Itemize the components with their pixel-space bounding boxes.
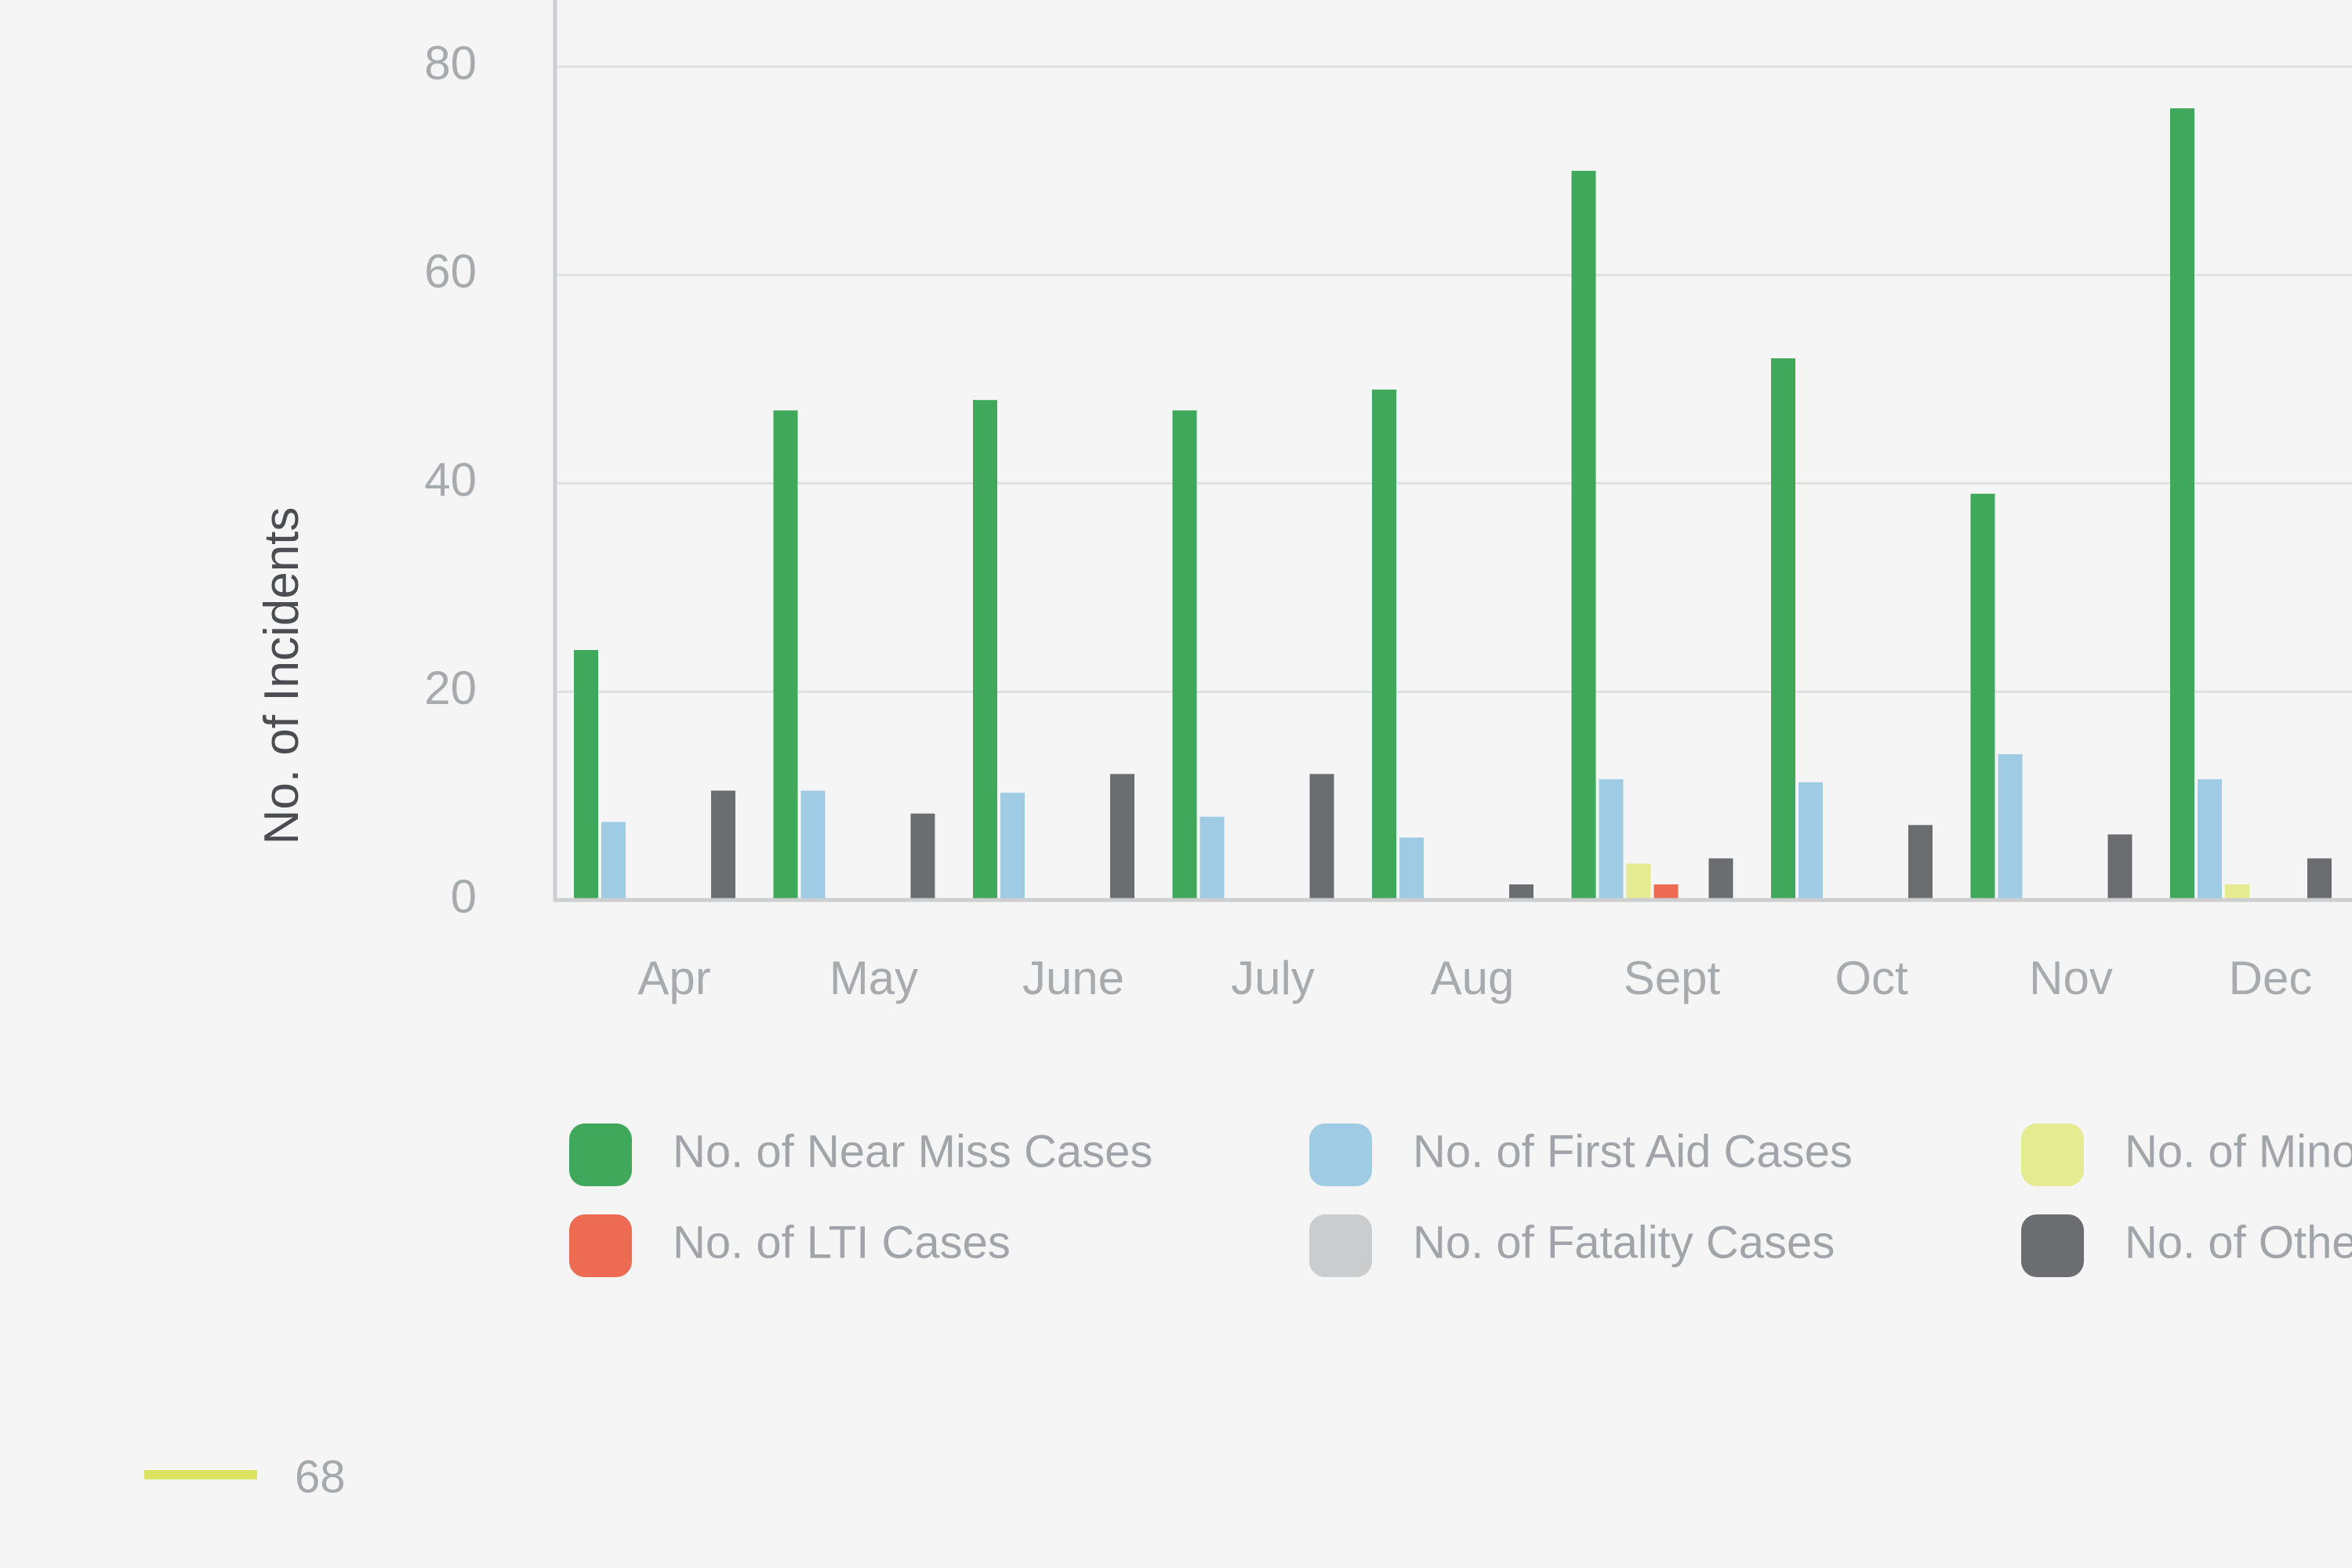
- bar-nov-no-of-other-cases: [2107, 834, 2132, 900]
- bar-aug-no-of-near-miss-cases: [1372, 389, 1396, 901]
- bar-nov-no-of-first-aid-cases: [1998, 753, 2023, 900]
- bar-june-no-of-near-miss-cases: [973, 400, 997, 900]
- legend-item-no-of-first-aid-cases: No. of First Aid Cases: [1309, 1123, 1853, 1186]
- x-tick-label-june: June: [1022, 952, 1124, 1004]
- x-tick-label-nov: Nov: [2029, 952, 2113, 1004]
- legend-swatch-no-of-other-cases: [2021, 1214, 2084, 1277]
- bar-dec-no-of-near-miss-cases: [2170, 108, 2194, 900]
- bar-sept-no-of-near-miss-cases: [1571, 170, 1596, 900]
- bar-july-no-of-first-aid-cases: [1200, 816, 1225, 900]
- bar-may-no-of-other-cases: [910, 813, 935, 900]
- legend-swatch-no-of-fatality-cases: [1309, 1214, 1372, 1277]
- bar-apr-no-of-other-cases: [711, 790, 735, 900]
- legend-item-no-of-fatality-cases: No. of Fatality Cases: [1309, 1214, 1835, 1277]
- x-tick-label-july: July: [1231, 952, 1315, 1004]
- bar-sept-no-of-lti-cases: [1653, 884, 1679, 900]
- legend-label-no-of-fatality-cases: No. of Fatality Cases: [1413, 1217, 1835, 1268]
- legend-label-no-of-lti-cases: No. of LTI Cases: [673, 1217, 1011, 1268]
- legend-item-no-of-near-miss-cases: No. of Near Miss Cases: [569, 1123, 1152, 1186]
- x-tick-label-may: May: [829, 952, 918, 1004]
- y-tick-label-80: 80: [424, 37, 477, 89]
- legend-swatch-no-of-near-miss-cases: [569, 1123, 632, 1186]
- x-tick-label-apr: Apr: [637, 952, 710, 1004]
- legend-swatch-no-of-first-aid-cases: [1309, 1123, 1372, 1186]
- bar-oct-no-of-first-aid-cases: [1798, 782, 1823, 900]
- legend-label-no-of-other-cases: No. of Othe: [2125, 1217, 2352, 1268]
- bar-sept-no-of-minor-injury-cases: [1626, 863, 1651, 900]
- legend-item-no-of-other-cases: No. of Othe: [2021, 1214, 2352, 1277]
- bar-oct-no-of-near-miss-cases: [1771, 358, 1795, 900]
- bar-nov-no-of-near-miss-cases: [1970, 493, 1995, 900]
- bar-apr-no-of-first-aid-cases: [601, 822, 626, 900]
- bar-oct-no-of-other-cases: [1908, 825, 1933, 900]
- bar-may-no-of-first-aid-cases: [800, 790, 826, 900]
- bar-aug-no-of-other-cases: [1509, 884, 1534, 900]
- y-tick-label-0: 0: [451, 870, 477, 923]
- bar-may-no-of-near-miss-cases: [773, 410, 798, 900]
- bar-june-no-of-other-cases: [1110, 774, 1134, 900]
- legend-label-no-of-first-aid-cases: No. of First Aid Cases: [1413, 1126, 1853, 1177]
- y-tick-label-60: 60: [424, 245, 477, 298]
- legend-label-no-of-minor-injury-cases: No. of Mino: [2125, 1126, 2352, 1177]
- page-indicator: 68: [144, 1451, 346, 1502]
- axes: [553, 0, 2352, 902]
- bar-july-no-of-other-cases: [1309, 774, 1334, 900]
- y-tick-label-40: 40: [424, 453, 477, 506]
- legend-item-no-of-lti-cases: No. of LTI Cases: [569, 1214, 1011, 1277]
- x-tick-label-sept: Sept: [1624, 952, 1721, 1004]
- y-tick-label-20: 20: [424, 662, 477, 714]
- bar-sept-no-of-first-aid-cases: [1599, 779, 1624, 900]
- bar-aug-no-of-first-aid-cases: [1399, 837, 1424, 900]
- bars: [574, 108, 2332, 901]
- legend-swatch-no-of-minor-injury-cases: [2021, 1123, 2084, 1186]
- x-tick-label-dec: Dec: [2229, 952, 2313, 1004]
- grid-lines: [555, 65, 2352, 693]
- y-axis-title: No. of Incidents: [255, 507, 309, 845]
- legend-label-no-of-near-miss-cases: No. of Near Miss Cases: [673, 1126, 1152, 1177]
- bar-july-no-of-near-miss-cases: [1172, 410, 1197, 900]
- legend-item-no-of-minor-injury-cases: No. of Mino: [2021, 1123, 2352, 1186]
- bar-dec-no-of-other-cases: [2307, 858, 2332, 900]
- y-tick-labels: 0 20 40 60 80: [424, 37, 477, 923]
- bar-dec-no-of-first-aid-cases: [2198, 779, 2222, 900]
- bar-sept-no-of-other-cases: [1708, 858, 1733, 900]
- x-tick-label-aug: Aug: [1431, 952, 1515, 1004]
- x-tick-label-oct: Oct: [1835, 952, 1908, 1004]
- bar-dec-no-of-minor-injury-cases: [2225, 884, 2249, 900]
- page-indicator-value: 68: [295, 1451, 346, 1502]
- bar-june-no-of-first-aid-cases: [1000, 793, 1025, 900]
- legend-swatch-no-of-lti-cases: [569, 1214, 632, 1277]
- legend: No. of Near Miss Cases No. of First Aid C…: [569, 1123, 2352, 1277]
- bar-apr-no-of-near-miss-cases: [574, 650, 598, 900]
- x-tick-labels: Apr May June July Aug Sept Oct Nov Dec: [637, 952, 2312, 1004]
